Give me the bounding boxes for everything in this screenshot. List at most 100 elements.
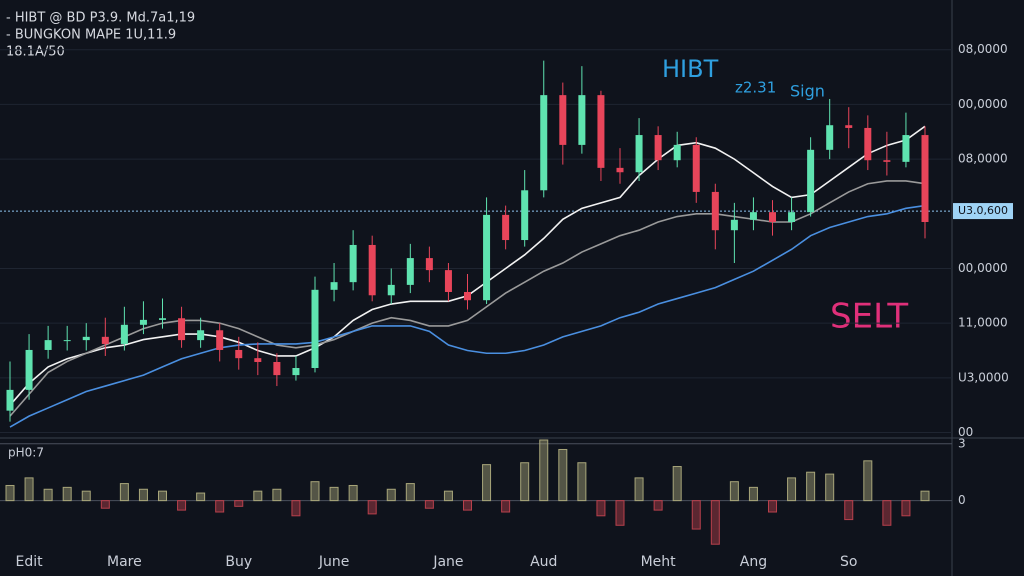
candle-body (826, 125, 834, 150)
header-line: 18.1A/50 (6, 45, 65, 60)
candle-body (120, 324, 128, 344)
histogram-bar (825, 473, 835, 502)
histogram-bar (234, 500, 244, 507)
histogram-bar (596, 500, 606, 517)
histogram-bar (329, 486, 339, 502)
candle-body (578, 95, 586, 145)
histogram-bar (787, 477, 797, 502)
candle-body (425, 258, 433, 271)
candle-body (311, 289, 319, 369)
y-tick-label: 11,0000 (958, 316, 1008, 330)
x-tick-label: So (840, 554, 857, 570)
candle-body (82, 336, 90, 341)
candle-body (521, 190, 529, 241)
histogram-bar (615, 500, 625, 526)
candle-body (330, 282, 338, 290)
sub-y-tick-label: 3 (958, 436, 966, 450)
header-line: - BUNGKON MAPE 1U,11.9 (6, 28, 176, 43)
candle-body (711, 191, 719, 231)
histogram-bar (463, 500, 472, 511)
histogram-bar (691, 500, 701, 530)
sub-y-tick-label: 0 (958, 493, 966, 507)
histogram-bar (710, 500, 720, 545)
moving-average (9, 204, 926, 428)
histogram-bar (43, 488, 53, 502)
candle-body (25, 349, 33, 390)
candle-body (807, 149, 815, 213)
price-tag-label: U3.0,600 (958, 204, 1008, 217)
histogram-bar (539, 439, 549, 502)
candle-body (769, 212, 776, 222)
candle-body (921, 135, 929, 222)
x-tick-label: Mare (107, 554, 142, 570)
histogram-bar (443, 490, 453, 502)
candle-body (845, 125, 853, 128)
candle-body (444, 270, 452, 292)
histogram-bar (196, 492, 206, 502)
candle-body (902, 135, 910, 162)
candle-body (254, 358, 262, 362)
histogram-bar (558, 448, 568, 502)
x-tick-label: Ang (740, 554, 767, 570)
y-tick-label: 08,0000 (958, 42, 1008, 56)
y-tick-label: 00,0000 (958, 261, 1008, 275)
candle-body (559, 95, 567, 145)
candle-body (216, 330, 224, 350)
histogram-bar (768, 500, 777, 513)
candle-body (502, 214, 510, 241)
candle-body (749, 212, 757, 220)
histogram-bar (863, 460, 873, 502)
x-tick-label: Meht (641, 554, 677, 570)
histogram-bar (100, 500, 110, 509)
y-tick-label: U3,0000 (958, 370, 1009, 384)
candle-body (6, 389, 14, 411)
candle-body (349, 244, 357, 283)
candle-body (788, 212, 796, 222)
candle-body (883, 160, 891, 162)
histogram-bar (844, 500, 854, 521)
candle-body (178, 318, 186, 341)
candle-body (139, 319, 147, 325)
histogram-bar (215, 500, 225, 513)
y-tick-label: 00,0000 (958, 97, 1008, 111)
candle-body (730, 219, 738, 231)
histogram-bar (177, 500, 187, 511)
subpanel-label: pH0:7 (8, 446, 44, 460)
candle-body (368, 244, 376, 296)
histogram-bar (901, 500, 911, 517)
histogram-bar (81, 490, 91, 502)
histogram-bar (405, 483, 415, 502)
histogram-bar (748, 486, 758, 502)
candle-body (292, 368, 300, 376)
annotation: HIBT (662, 55, 719, 83)
candle-body (483, 214, 491, 301)
sell-label: SELT (830, 297, 908, 337)
candle-body (692, 144, 700, 192)
histogram-bar (62, 486, 72, 502)
histogram-bar (310, 481, 320, 502)
x-tick-label: Edit (16, 554, 44, 570)
histogram-bar (291, 500, 301, 517)
candle-body (635, 135, 643, 173)
y-tick-label: 08,0000 (958, 152, 1008, 166)
histogram-bar (729, 481, 739, 502)
candle-body (464, 291, 471, 301)
histogram-bar (272, 488, 282, 502)
histogram-bar (653, 500, 663, 511)
candle-body (273, 361, 281, 376)
histogram-bar (424, 500, 434, 509)
candle-body (101, 336, 109, 344)
candle-body (864, 127, 872, 161)
candle-body (673, 144, 681, 161)
price-tag (953, 203, 1013, 220)
candle-body (44, 340, 52, 350)
histogram-bar (119, 483, 129, 502)
histogram-bar (482, 464, 492, 502)
histogram-bar (386, 488, 396, 502)
annotation: z2.31 (735, 79, 776, 97)
candle-body (197, 330, 205, 341)
candle-body (616, 167, 624, 173)
histogram-bar (806, 471, 816, 502)
histogram-bar (367, 500, 377, 515)
